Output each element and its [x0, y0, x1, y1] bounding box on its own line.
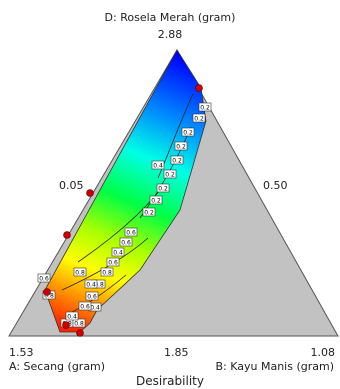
- svg-text:0.8: 0.8: [74, 321, 84, 328]
- design-point: [195, 84, 203, 92]
- contour-label: 0.4: [65, 311, 79, 321]
- svg-text:0.2: 0.2: [165, 172, 175, 179]
- svg-text:0.2: 0.2: [158, 186, 168, 193]
- contour-label: 0.2: [170, 155, 184, 165]
- contour-label: 0.2: [192, 113, 206, 123]
- svg-text:0.8: 0.8: [102, 270, 112, 277]
- apex-a-label: A: Secang (gram): [9, 360, 106, 373]
- svg-text:0.2: 0.2: [151, 198, 161, 205]
- svg-text:0.4: 0.4: [153, 163, 163, 170]
- contour-label: 0.6: [78, 301, 92, 311]
- contour-label: 0.4: [151, 160, 165, 170]
- design-point: [62, 321, 70, 329]
- contour-label: 0.2: [198, 102, 212, 112]
- svg-text:0.8: 0.8: [75, 270, 85, 277]
- contour-label: 0.6: [85, 291, 99, 301]
- svg-text:0.8: 0.8: [94, 282, 104, 289]
- svg-text:0.6: 0.6: [108, 260, 118, 267]
- svg-text:0.6: 0.6: [126, 230, 136, 237]
- svg-text:0.4: 0.4: [113, 250, 123, 257]
- apex-b-value: 1.08: [310, 346, 336, 359]
- contour-labels: 0.20.20.20.20.20.20.20.20.20.40.60.60.40…: [37, 102, 212, 328]
- contour-label: 0.2: [163, 169, 177, 179]
- svg-text:0.2: 0.2: [200, 105, 210, 112]
- contour-label: 0.2: [149, 195, 163, 205]
- contour-label: 0.2: [156, 183, 170, 193]
- contour-line: [71, 274, 127, 313]
- left-edge-tick: 0.05: [59, 179, 84, 192]
- apex-d-value: 2.88: [157, 28, 183, 41]
- svg-text:0.2: 0.2: [194, 116, 204, 123]
- chart-footer-label: Desirability: [136, 374, 204, 388]
- apex-b-label: B: Kayu Manis (gram): [215, 360, 334, 373]
- design-point: [76, 329, 84, 337]
- design-point: [63, 231, 71, 239]
- svg-text:0.4: 0.4: [86, 282, 96, 289]
- contour-label: 0.2: [174, 141, 188, 151]
- contour-line: [157, 93, 194, 179]
- svg-text:0.6: 0.6: [121, 240, 131, 247]
- svg-text:0.6: 0.6: [80, 304, 90, 311]
- contour-label: 0.6: [37, 273, 51, 283]
- svg-text:0.2: 0.2: [176, 144, 186, 151]
- design-point: [86, 189, 94, 197]
- svg-text:0.6: 0.6: [87, 294, 97, 301]
- svg-text:0.8: 0.8: [44, 293, 54, 300]
- contour-label: 0.2: [142, 207, 156, 217]
- contour-label: 0.4: [111, 247, 125, 257]
- apex-a-value: 1.53: [9, 346, 34, 359]
- svg-text:0.2: 0.2: [172, 158, 182, 165]
- base-mid-tick: 1.85: [164, 346, 189, 359]
- design-point: [43, 288, 51, 296]
- contour-label: 0.2: [181, 127, 195, 137]
- svg-text:0.2: 0.2: [144, 210, 154, 217]
- contour-label: 0.8: [72, 318, 86, 328]
- design-points: [43, 84, 203, 337]
- apex-d-label: D: Rosela Merah (gram): [104, 11, 236, 24]
- contour-label: 0.6: [119, 237, 133, 247]
- right-edge-tick: 0.50: [263, 179, 288, 192]
- contour-label: 0.8: [73, 267, 87, 277]
- contour-label: 0.6: [106, 257, 120, 267]
- svg-text:0.6: 0.6: [39, 276, 49, 283]
- contour-label: 0.6: [124, 227, 138, 237]
- svg-text:0.4: 0.4: [67, 314, 77, 321]
- svg-text:0.2: 0.2: [183, 130, 193, 137]
- svg-text:0.4: 0.4: [90, 305, 100, 312]
- contour-label: 0.8: [100, 267, 114, 277]
- contour-label: 0.4: [84, 279, 98, 289]
